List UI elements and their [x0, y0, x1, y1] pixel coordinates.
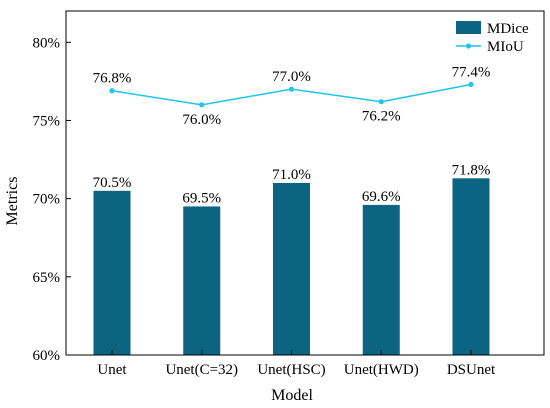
x-tick-label-0: Unet [97, 362, 127, 378]
point-miou-3 [378, 99, 384, 105]
line-value-label-4: 77.4% [452, 64, 491, 80]
x-tick-label-4: DSUnet [447, 362, 496, 378]
bar-value-label-0: 70.5% [93, 175, 132, 191]
plot-border [65, 10, 545, 356]
line-value-label-3: 76.2% [362, 109, 401, 125]
data-labels: 70.5% 69.5% 71.0% 69.6% 71.8% 76.8% 76.0% 77.0%… [93, 64, 491, 206]
y-tick-label-4: 80% [33, 35, 61, 51]
y-axis: 60% 65% 70% 75% 80% [33, 35, 71, 364]
point-miou-1 [199, 102, 205, 108]
bar-mdice-2 [273, 183, 310, 355]
legend-miou-marker [465, 43, 472, 49]
bar-mdice-4 [452, 178, 490, 355]
bar-mdice-1 [183, 206, 221, 355]
y-tick-label-0: 60% [33, 348, 61, 364]
legend: MDice MIoU [456, 21, 529, 55]
bar-value-label-3: 69.6% [362, 189, 401, 205]
x-tick-label-3: Unet(HWD) [344, 362, 419, 378]
bar-value-label-4: 71.8% [452, 162, 491, 178]
line-value-label-0: 76.8% [93, 71, 132, 87]
y-tick-label-3: 75% [33, 113, 61, 129]
point-miou-2 [288, 86, 295, 92]
x-tick-label-2: Unet(HSC) [257, 362, 325, 378]
line-value-label-1: 76.0% [182, 112, 221, 128]
bar-mdice-0 [93, 190, 131, 355]
x-tick-label-1: Unet(C=32) [165, 362, 238, 378]
point-miou-4 [468, 81, 474, 88]
bar-mdice-3 [362, 204, 400, 355]
plot-frame [65, 10, 545, 356]
y-tick-label-2: 70% [33, 192, 61, 208]
line-series-group [109, 81, 474, 108]
legend-mdice-swatch [456, 21, 481, 34]
line-value-label-2: 77.0% [272, 69, 311, 85]
y-tick-label-1: 65% [33, 270, 61, 286]
legend-mdice-label: MDice [487, 21, 529, 37]
x-axis: Unet Unet(C=32) Unet(HSC) Unet(HWD) DSUnet [97, 350, 496, 378]
legend-miou-label: MIoU [487, 39, 524, 55]
x-axis-title: Model [271, 387, 313, 404]
bar-value-label-1: 69.5% [182, 190, 221, 206]
point-miou-0 [109, 88, 115, 94]
bar-value-label-2: 71.0% [272, 167, 311, 183]
bars-group [93, 178, 490, 355]
y-axis-title: Metrics [4, 177, 21, 226]
